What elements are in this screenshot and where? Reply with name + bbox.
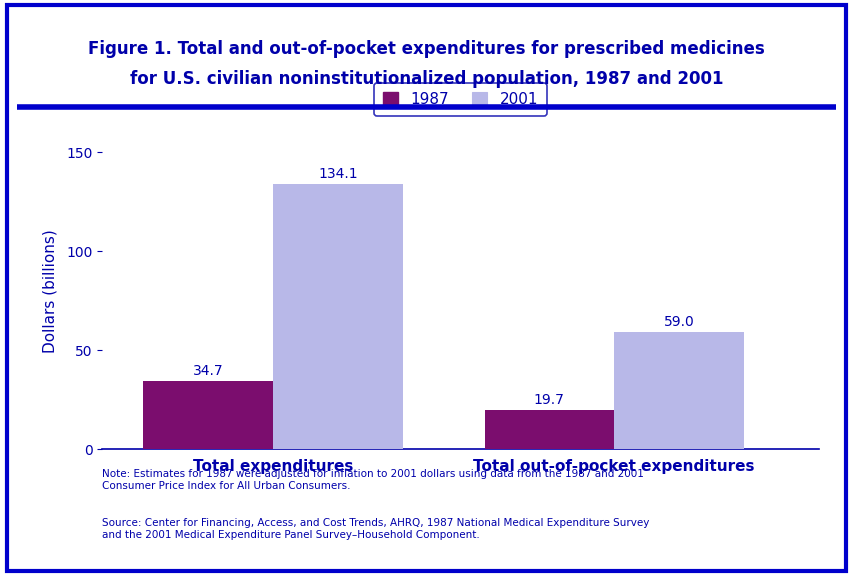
Text: 134.1: 134.1: [318, 167, 357, 181]
Text: 19.7: 19.7: [533, 393, 564, 407]
Bar: [484, 410, 613, 449]
Y-axis label: Dollars (billions): Dollars (billions): [43, 229, 58, 353]
Bar: [273, 184, 402, 449]
Bar: [613, 332, 743, 449]
Bar: [143, 381, 273, 449]
Text: for U.S. civilian noninstitutionalized population, 1987 and 2001: for U.S. civilian noninstitutionalized p…: [130, 70, 722, 89]
Text: 59.0: 59.0: [663, 316, 694, 329]
Text: Source: Center for Financing, Access, and Cost Trends, AHRQ, 1987 National Medic: Source: Center for Financing, Access, an…: [102, 518, 649, 540]
Text: Figure 1. Total and out-of-pocket expenditures for prescribed medicines: Figure 1. Total and out-of-pocket expend…: [88, 40, 764, 58]
Text: Note: Estimates for 1987 were adjusted for inflation to 2001 dollars using data : Note: Estimates for 1987 were adjusted f…: [102, 469, 643, 491]
Text: 34.7: 34.7: [193, 363, 223, 378]
Legend: 1987, 2001: 1987, 2001: [373, 83, 547, 116]
